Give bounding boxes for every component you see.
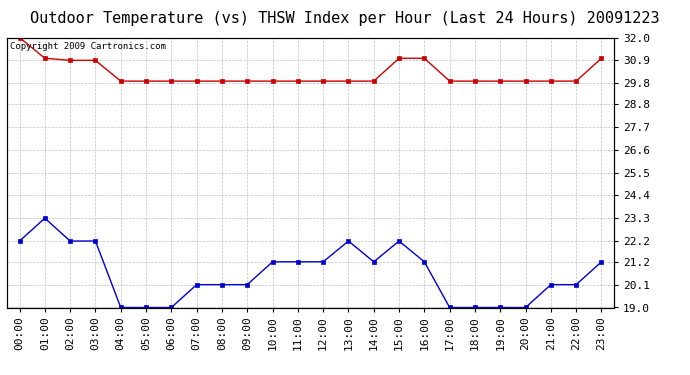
- Text: Outdoor Temperature (vs) THSW Index per Hour (Last 24 Hours) 20091223: Outdoor Temperature (vs) THSW Index per …: [30, 11, 660, 26]
- Text: Copyright 2009 Cartronics.com: Copyright 2009 Cartronics.com: [10, 42, 166, 51]
